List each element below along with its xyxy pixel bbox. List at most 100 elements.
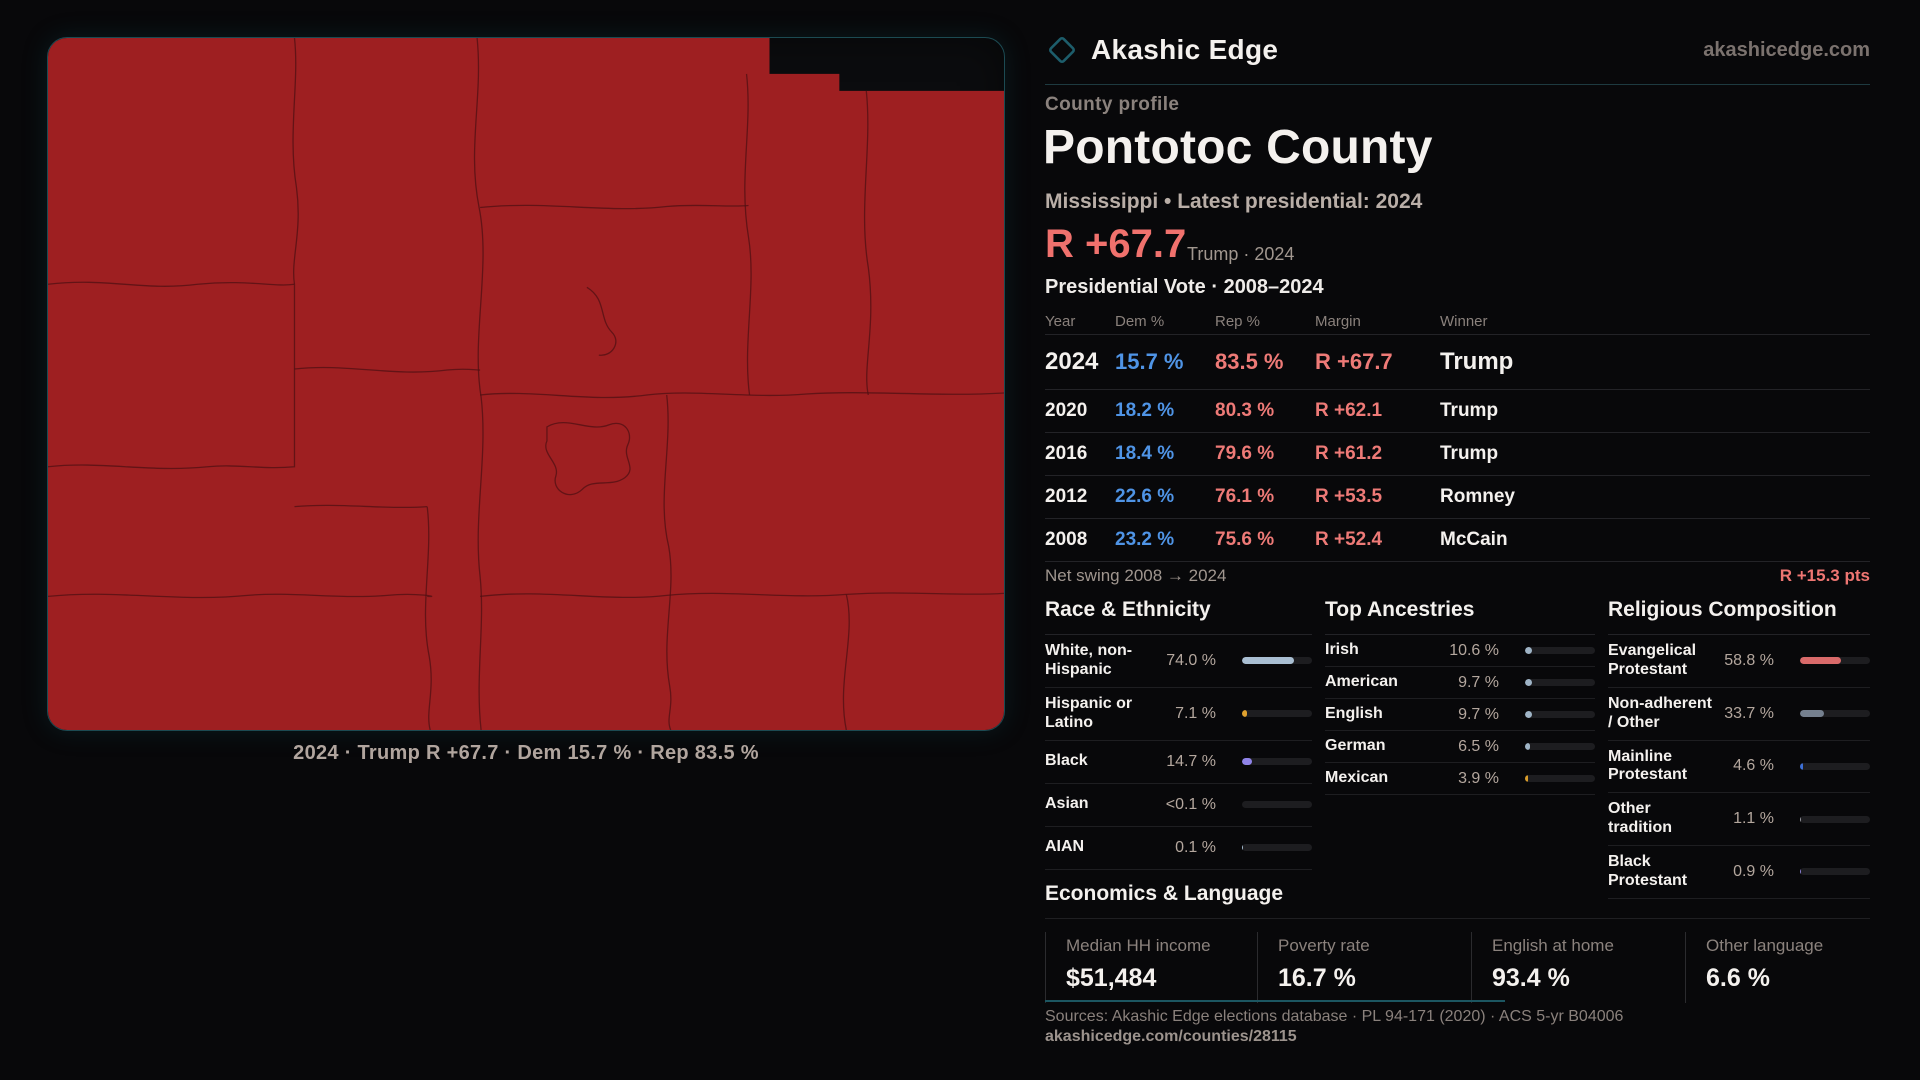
stat-label: Hispanic or Latino	[1045, 694, 1133, 731]
stat-bar-fill	[1525, 679, 1532, 686]
cell-margin: R +67.7	[1315, 349, 1393, 374]
stat-label: Black Protestant	[1608, 853, 1688, 889]
stat-bar-fill	[1800, 762, 1804, 770]
stat-row: German 6.5 %	[1325, 731, 1595, 763]
stat-row: Evangelical Protestant 58.8 %	[1608, 635, 1870, 688]
stat-value: 9.7 %	[1458, 673, 1499, 691]
section-title: Top Ancestries	[1325, 598, 1595, 635]
stat-row: Other tradition 1.1 %	[1608, 793, 1870, 846]
stat-bar	[1242, 801, 1312, 808]
stat-label: Evangelical Protestant	[1608, 642, 1697, 678]
stat-row: Asian <0.1 %	[1045, 784, 1312, 827]
stat-bar-fill	[1525, 775, 1528, 782]
cell-dem: 22.6 %	[1115, 486, 1175, 507]
cell-winner: Romney	[1440, 486, 1515, 507]
cell-rep: 80.3 %	[1215, 400, 1275, 421]
stat-value: 9.7 %	[1458, 705, 1499, 723]
stat-value: 1.1 %	[1733, 810, 1774, 828]
cell-margin: R +53.5	[1315, 486, 1383, 507]
col-rep: Rep %	[1215, 312, 1261, 330]
county-url-link[interactable]: akashicedge.com/counties/28115	[1045, 1028, 1297, 1045]
stat-value: 10.6 %	[1449, 641, 1499, 659]
latest-margin: R +67.7	[1045, 222, 1187, 266]
county-map-panel	[47, 37, 1005, 731]
vote-table-header: Year Dem % Rep % Margin Winner	[1045, 308, 1870, 334]
stat-label: English	[1325, 705, 1383, 723]
stat-label: Irish	[1325, 641, 1359, 659]
stat-cell: Median HH income $51,484	[1045, 932, 1257, 1003]
stat-bar	[1242, 710, 1312, 718]
stat-value: 4.6 %	[1733, 757, 1774, 775]
stat-value: 33.7 %	[1724, 704, 1774, 722]
stat-row: Black 14.7 %	[1045, 741, 1312, 784]
stat-row: White, non-Hispanic 74.0 %	[1045, 635, 1312, 688]
stat-cell-value: $51,484	[1066, 964, 1157, 992]
cell-year: 2020	[1045, 400, 1088, 421]
stat-bar-fill	[1800, 710, 1824, 718]
stat-row: AIAN 0.1 %	[1045, 827, 1312, 870]
race-ethnicity-section: Race & Ethnicity White, non-Hispanic 74.…	[1045, 598, 1312, 870]
stat-bar	[1525, 743, 1595, 750]
stat-bar-fill	[1800, 657, 1842, 665]
ancestries-section: Top Ancestries Irish 10.6 % American 9.7…	[1325, 598, 1595, 795]
stat-bar-fill	[1242, 844, 1243, 851]
stat-bar	[1525, 647, 1595, 654]
cell-winner: McCain	[1440, 529, 1508, 550]
table-row: 2024 15.7 % 83.5 % R +67.7 Trump	[1045, 335, 1870, 389]
section-title: Race & Ethnicity	[1045, 598, 1312, 635]
brand-domain-link[interactable]: akashicedge.com	[1703, 38, 1870, 61]
stat-bar-fill	[1800, 815, 1801, 823]
religion-section: Religious Composition Evangelical Protes…	[1608, 598, 1870, 899]
stat-label: Black	[1045, 752, 1088, 770]
stat-value: 74.0 %	[1166, 651, 1216, 669]
stat-bar-fill	[1525, 711, 1532, 718]
economics-strip: Median HH income $51,484 Poverty rate 16…	[1045, 932, 1870, 1003]
stat-bar	[1800, 762, 1870, 770]
stat-cell: Other language 6.6 %	[1685, 932, 1870, 1003]
stat-bar-fill	[1242, 758, 1253, 765]
stat-bar	[1525, 775, 1595, 782]
cell-year: 2024	[1045, 348, 1099, 375]
stat-label: AIAN	[1045, 838, 1085, 856]
header: Akashic Edge akashicedge.com	[1045, 33, 1870, 67]
stat-value: 7.1 %	[1175, 704, 1216, 722]
stat-cell-label: English at home	[1492, 936, 1614, 955]
divider	[1045, 475, 1870, 476]
precinct-boundaries	[48, 38, 1004, 730]
stat-bar	[1242, 844, 1312, 851]
cell-margin: R +62.1	[1315, 400, 1383, 421]
stat-bar-fill	[1242, 657, 1294, 665]
stat-label: German	[1325, 737, 1386, 755]
stat-label: Other tradition	[1608, 800, 1672, 837]
latest-margin-note: Trump · 2024	[1187, 244, 1295, 264]
stat-cell-value: 93.4 %	[1492, 964, 1570, 992]
cell-rep: 76.1 %	[1215, 486, 1275, 507]
county-shape	[48, 38, 1004, 730]
col-dem: Dem %	[1115, 312, 1165, 330]
stat-value: 0.9 %	[1733, 862, 1774, 880]
map-caption: 2024 · Trump R +67.7 · Dem 15.7 % · Rep …	[293, 742, 759, 764]
county-subtitle: Mississippi • Latest presidential: 2024	[1045, 190, 1423, 213]
table-row: 2012 22.6 % 76.1 % R +53.5 Romney	[1045, 476, 1870, 518]
stat-bar-fill	[1242, 710, 1247, 718]
stat-value: 14.7 %	[1166, 752, 1216, 770]
stat-bar	[1800, 815, 1870, 823]
stat-label: Mexican	[1325, 769, 1389, 787]
cell-year: 2016	[1045, 443, 1088, 464]
divider	[1045, 432, 1870, 433]
divider	[1045, 561, 1870, 562]
stat-row: English 9.7 %	[1325, 699, 1595, 731]
cell-dem: 18.4 %	[1115, 443, 1175, 464]
stat-bar	[1242, 758, 1312, 765]
cell-margin: R +52.4	[1315, 529, 1383, 550]
stat-cell-value: 6.6 %	[1706, 964, 1770, 992]
stat-label: Mainline Protestant	[1608, 747, 1688, 784]
stat-bar	[1242, 657, 1312, 665]
cell-dem: 18.2 %	[1115, 400, 1175, 421]
stat-bar	[1525, 711, 1595, 718]
economics-title: Economics & Language	[1045, 882, 1284, 905]
stat-cell: Poverty rate 16.7 %	[1257, 932, 1471, 1003]
teal-accent-line	[1045, 1000, 1505, 1002]
header-divider	[1045, 84, 1870, 85]
